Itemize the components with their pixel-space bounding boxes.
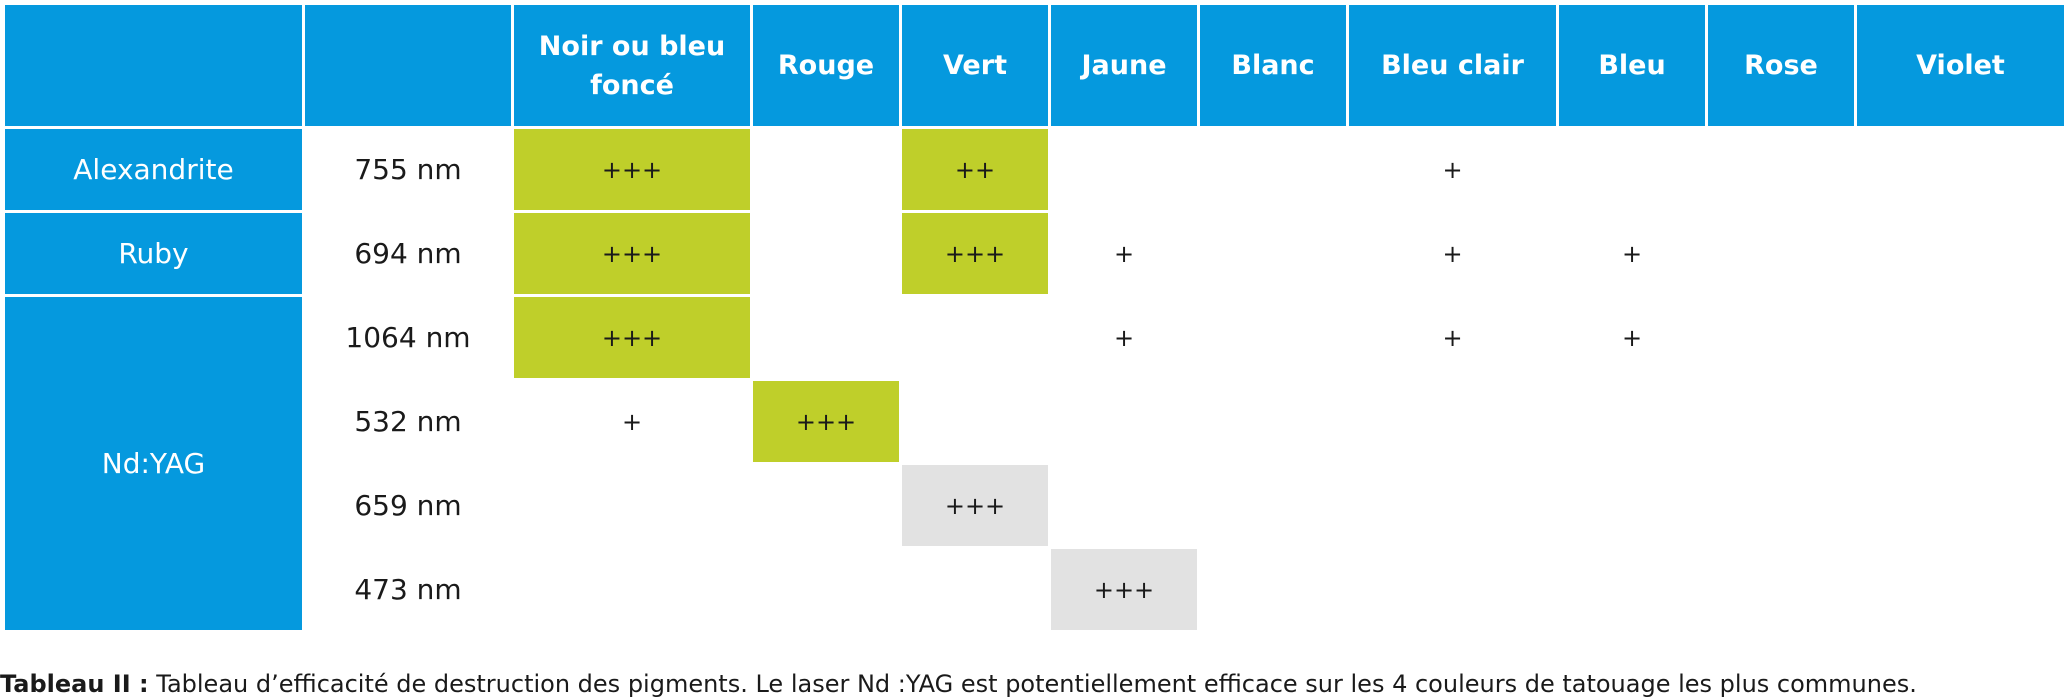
table-row: Alexandrite 755 nm +++ ++ + (2, 126, 2067, 213)
efficacy-cell (750, 462, 902, 549)
efficacy-cell (511, 462, 753, 549)
efficacy-cell (1197, 294, 1349, 381)
efficacy-cell (1705, 546, 1857, 633)
wavelength-cell: 659 nm (302, 462, 514, 549)
column-header-rose: Rose (1705, 2, 1857, 129)
efficacy-cell (1048, 462, 1200, 549)
efficacy-cell: +++ (511, 294, 753, 381)
efficacy-cell: + (1346, 294, 1559, 381)
efficacy-cell (899, 378, 1051, 465)
laser-name-alexandrite: Alexandrite (2, 126, 305, 213)
column-header-bleu: Bleu (1556, 2, 1708, 129)
efficacy-cell (750, 126, 902, 213)
efficacy-cell (1705, 126, 1857, 213)
efficacy-cell (750, 546, 902, 633)
header-corner-wavelength (302, 2, 514, 129)
table-header-row: Noir ou bleu foncé Rouge Vert Jaune Blanc… (2, 2, 2067, 129)
efficacy-cell: +++ (1048, 546, 1200, 633)
efficacy-cell (1556, 126, 1708, 213)
efficacy-cell (1197, 546, 1349, 633)
table-row: Ruby 694 nm +++ +++ + + + (2, 210, 2067, 297)
laser-name-ndyag: Nd:YAG (2, 294, 305, 633)
efficacy-cell: + (1346, 126, 1559, 213)
efficacy-cell (1346, 378, 1559, 465)
wavelength-cell: 694 nm (302, 210, 514, 297)
wavelength-cell: 473 nm (302, 546, 514, 633)
table-row: Nd:YAG 1064 nm +++ + + + (2, 294, 2067, 633)
column-header-blanc: Blanc (1197, 2, 1349, 129)
caption-label: Tableau II : (0, 670, 149, 698)
efficacy-cell (1854, 378, 2067, 465)
column-header-violet: Violet (1854, 2, 2067, 129)
efficacy-cell (1556, 546, 1708, 633)
efficacy-cell: + (1048, 294, 1200, 381)
efficacy-cell (1854, 210, 2067, 297)
efficacy-cell (899, 546, 1051, 633)
efficacy-cell (1346, 546, 1559, 633)
table-row: 473 nm +++ (4, 546, 2067, 633)
efficacy-cell (1556, 462, 1708, 549)
efficacy-cell: +++ (750, 378, 902, 465)
efficacy-cell (1705, 378, 1857, 465)
efficacy-cell (750, 210, 902, 297)
efficacy-cell (511, 546, 753, 633)
efficacy-cell: +++ (511, 210, 753, 297)
column-header-line2: foncé (590, 69, 674, 101)
efficacy-cell: +++ (899, 462, 1051, 549)
column-header-vert: Vert (899, 2, 1051, 129)
efficacy-cell (1556, 378, 1708, 465)
efficacy-cell: + (1346, 210, 1559, 297)
table-row: 532 nm + +++ (4, 378, 2067, 465)
wavelength-cell: 755 nm (302, 126, 514, 213)
efficacy-cell (1705, 462, 1857, 549)
column-header-line1: Noir ou bleu (538, 30, 726, 62)
efficacy-cell (1854, 126, 2067, 213)
header-corner-laser (2, 2, 305, 129)
efficacy-cell: +++ (899, 210, 1051, 297)
column-header-bleu-clair: Bleu clair (1346, 2, 1559, 129)
efficacy-cell (1197, 462, 1349, 549)
efficacy-cell (1048, 378, 1200, 465)
wavelength-cell: 532 nm (302, 378, 514, 465)
caption-text: Tableau d’efficacité de destruction des … (156, 670, 1917, 698)
table-row: 659 nm +++ (4, 462, 2067, 549)
efficacy-cell (1197, 126, 1349, 213)
column-header-jaune: Jaune (1048, 2, 1200, 129)
efficacy-cell: + (1048, 210, 1200, 297)
efficacy-cell: +++ (511, 126, 753, 213)
laser-name-ruby: Ruby (2, 210, 305, 297)
table-caption: Tableau II : Tableau d’efficacité de des… (0, 670, 1917, 698)
efficacy-cell: + (1556, 294, 1708, 381)
efficacy-cell (899, 294, 1051, 381)
column-header-noir-ou-bleu-fonce: Noir ou bleu foncé (511, 2, 753, 129)
efficacy-cell: + (1556, 210, 1708, 297)
efficacy-cell (750, 294, 902, 381)
efficacy-cell (1346, 462, 1559, 549)
efficacy-cell (1197, 210, 1349, 297)
efficacy-cell (1048, 126, 1200, 213)
efficacy-cell: + (511, 378, 753, 465)
wavelength-cell: 1064 nm (302, 294, 514, 381)
efficacy-cell (1705, 210, 1857, 297)
efficacy-cell: ++ (899, 126, 1051, 213)
efficacy-cell (1854, 294, 2067, 381)
efficacy-cell (1854, 462, 2067, 549)
efficacy-cell (1705, 294, 1857, 381)
efficacy-cell (1197, 378, 1349, 465)
efficacy-cell (1854, 546, 2067, 633)
column-header-rouge: Rouge (750, 2, 902, 129)
pigment-efficacy-table: Noir ou bleu foncé Rouge Vert Jaune Blanc… (2, 2, 2067, 633)
